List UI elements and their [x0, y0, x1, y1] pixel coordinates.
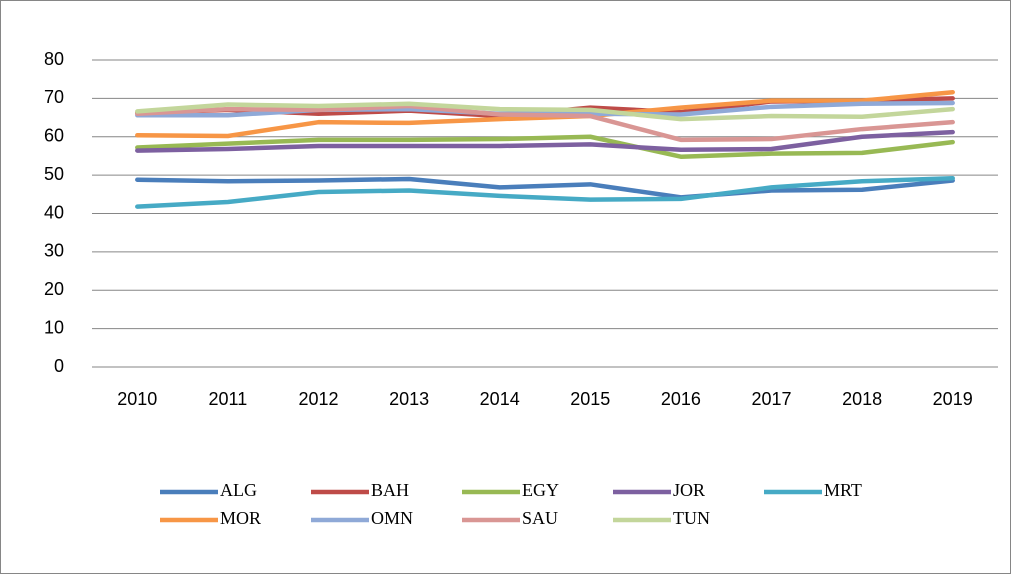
legend-label: OMN	[371, 508, 413, 528]
series-line	[135, 134, 955, 159]
x-tick-label: 2013	[389, 389, 429, 409]
y-tick-label: 20	[44, 279, 64, 299]
legend-label: MOR	[220, 508, 261, 528]
series-line	[135, 175, 955, 209]
y-tick-label: 10	[44, 317, 64, 337]
y-tick-label: 30	[44, 241, 64, 261]
x-tick-label: 2011	[209, 389, 248, 409]
legend-label: TUN	[673, 508, 710, 528]
legend-label: ALG	[220, 480, 257, 500]
y-tick-label: 40	[44, 202, 64, 222]
legend-label: EGY	[522, 480, 559, 500]
series-line	[135, 129, 955, 153]
series-line	[135, 176, 955, 200]
y-tick-label: 60	[44, 126, 64, 146]
x-tick-label: 2017	[751, 389, 791, 409]
x-tick-label: 2016	[661, 389, 701, 409]
legend-label: BAH	[371, 480, 409, 500]
series-line	[135, 101, 955, 122]
y-tick-label: 0	[54, 356, 64, 376]
x-tick-label: 2010	[117, 389, 157, 409]
x-tick-label: 2012	[298, 389, 338, 409]
y-tick-label: 50	[44, 164, 64, 184]
series-line	[135, 103, 955, 143]
x-tick-label: 2014	[480, 389, 520, 409]
y-tick-label: 80	[44, 49, 64, 69]
x-tick-label: 2018	[842, 389, 882, 409]
legend-label: SAU	[522, 508, 558, 528]
x-tick-label: 2019	[933, 389, 973, 409]
legend-label: JOR	[673, 480, 705, 500]
x-tick-label: 2015	[570, 389, 610, 409]
y-tick-label: 70	[44, 87, 64, 107]
legend-label: MRT	[824, 480, 862, 500]
series-line	[135, 89, 955, 139]
